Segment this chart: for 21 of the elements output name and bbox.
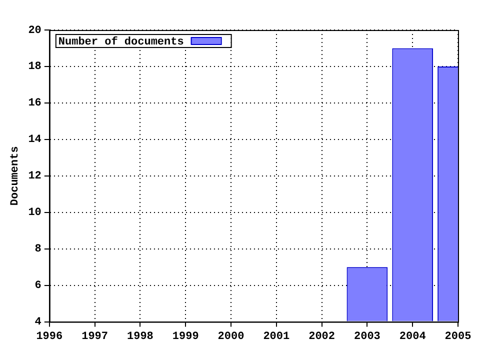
x-tick-label: 1998 (127, 331, 154, 344)
y-tick-label: 4 (34, 316, 42, 329)
legend-label: Number of documents (58, 35, 184, 48)
y-tick-label: 14 (28, 134, 42, 146)
x-tick-label: 2001 (263, 331, 290, 344)
y-axis-title: Documents (9, 146, 22, 206)
x-tick-label: 2002 (308, 331, 336, 344)
y-tick-label: 20 (28, 24, 42, 37)
x-tick-label: 1997 (82, 331, 108, 344)
x-tick-label: 2003 (354, 331, 381, 344)
y-tick-label: 6 (34, 280, 42, 292)
y-tick-label: 12 (28, 170, 42, 183)
y-tick-label: 18 (28, 61, 42, 74)
x-tick-label: 2000 (218, 331, 244, 344)
y-tick-label: 16 (28, 98, 42, 110)
y-tick-label: 10 (28, 207, 42, 220)
x-tick-label: 2005 (444, 331, 472, 344)
x-tick-label: 2004 (399, 331, 426, 344)
x-tick-label: 1996 (36, 331, 63, 344)
x-tick-label: 1999 (172, 331, 199, 344)
y-tick-label: 8 (34, 244, 42, 256)
